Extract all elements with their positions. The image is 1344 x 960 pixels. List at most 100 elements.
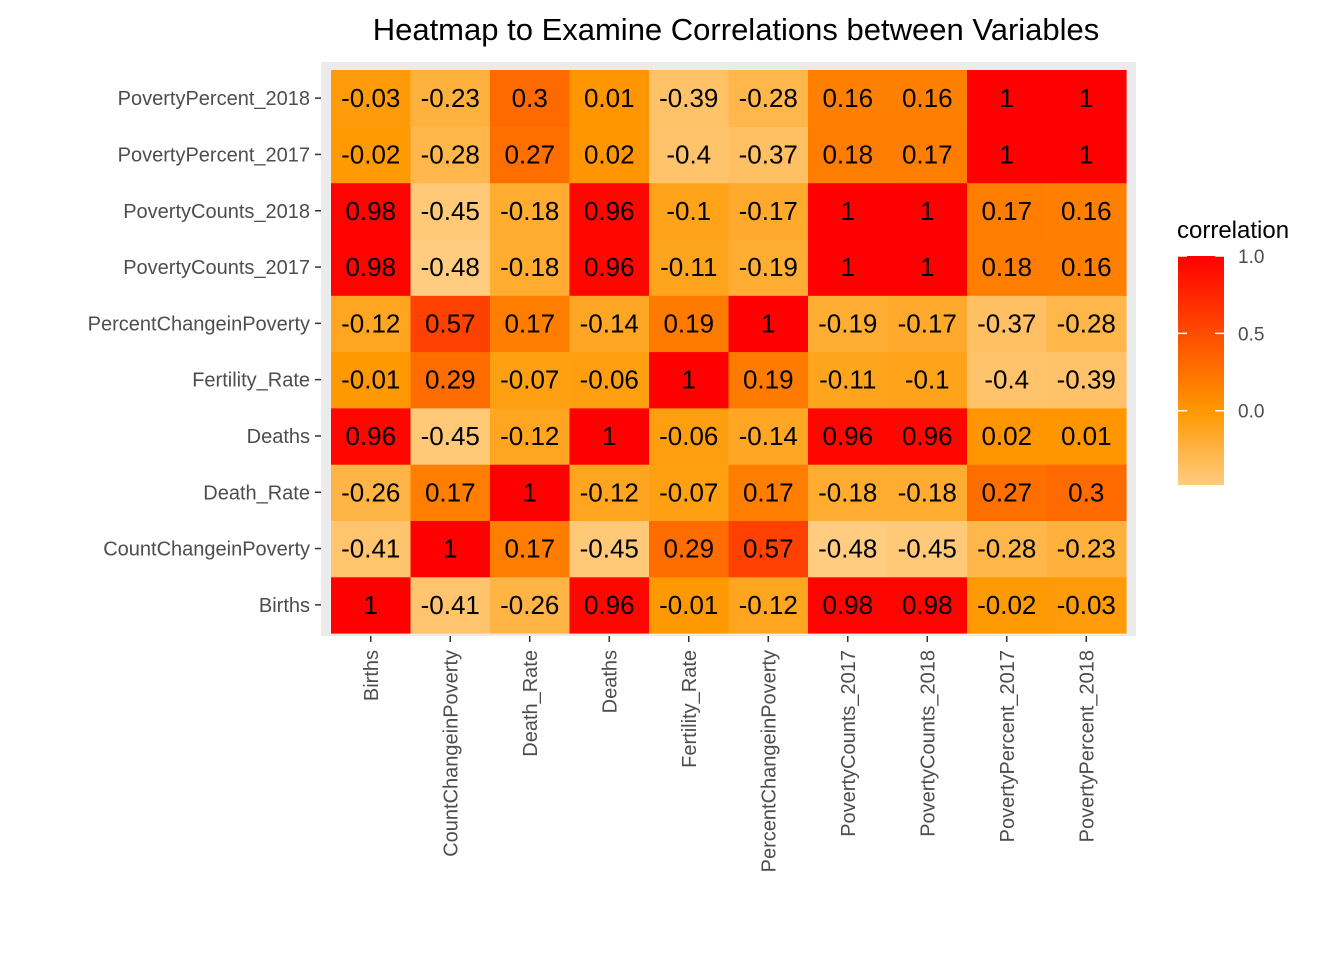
cell-value-label: 1 xyxy=(682,365,696,395)
heatmap-cell xyxy=(649,407,730,465)
cell-value-label: 0.02 xyxy=(584,139,635,169)
cell-value-label: 0.3 xyxy=(512,83,548,113)
cell-value-label: 0.57 xyxy=(425,308,476,338)
x-tick-label: Deaths xyxy=(599,650,621,713)
cell-value-label: -0.12 xyxy=(341,308,400,338)
cell-value-label: 0.29 xyxy=(663,534,714,564)
cell-value-label: 0.98 xyxy=(822,590,873,620)
heatmap-cell xyxy=(728,351,809,409)
cell-value-label: 0.17 xyxy=(902,139,953,169)
cell-value-label: 0.17 xyxy=(425,477,476,507)
cell-value-label: 0.16 xyxy=(1061,196,1112,226)
cell-value-label: 0.98 xyxy=(345,252,396,282)
heatmap-cell xyxy=(808,351,889,409)
heatmap-cell xyxy=(410,464,491,521)
cell-value-label: 0.19 xyxy=(663,308,714,338)
cell-value-label: 0.17 xyxy=(743,477,794,507)
cell-value-label: 1 xyxy=(1000,83,1014,113)
chart-title: Heatmap to Examine Correlations between … xyxy=(373,12,1100,47)
cell-value-label: 1 xyxy=(523,477,537,507)
heatmap-cell xyxy=(728,126,809,184)
heatmap-cell xyxy=(728,182,809,240)
y-tick-label: PovertyPercent_2017 xyxy=(118,144,310,166)
y-tick-label: Deaths xyxy=(247,426,310,448)
cell-value-label: 0.98 xyxy=(345,196,396,226)
cell-value-label: -0.11 xyxy=(819,365,876,395)
cell-value-labels: 1 -0.41 -0.26 0.96 -0.01 -0.12 0.98 0.98 -0.02 -0… xyxy=(341,83,1116,620)
heatmap-cell xyxy=(569,407,650,465)
heatmap-cell xyxy=(1046,295,1127,353)
heatmap-cell xyxy=(967,351,1048,409)
heatmap-cell xyxy=(331,464,412,521)
cell-value-label: -0.19 xyxy=(739,252,798,282)
cell-value-label: -0.28 xyxy=(739,83,798,113)
heatmap-cell xyxy=(490,520,571,578)
cell-value-label: 1 xyxy=(602,421,616,451)
heatmap-cell xyxy=(808,126,889,184)
cell-value-label: -0.17 xyxy=(898,308,957,338)
heatmap-cell xyxy=(410,576,491,634)
legend-tick-label: 0.0 xyxy=(1238,402,1264,423)
cell-value-label: 0.29 xyxy=(425,365,476,395)
x-tick-label: PovertyPercent_2018 xyxy=(1076,650,1098,842)
heatmap-cell xyxy=(649,295,730,353)
heatmap-cell xyxy=(649,464,730,521)
heatmap-cell xyxy=(410,182,491,240)
heatmap-cell xyxy=(490,182,571,240)
legend-colorbar xyxy=(1178,256,1224,485)
cell-value-label: 0.27 xyxy=(504,139,555,169)
x-axis: Births CountChangeinPoverty Death_Rate Deat… xyxy=(361,636,1098,872)
heatmap-cell xyxy=(490,464,571,521)
heatmap-cell xyxy=(728,407,809,465)
heatmap-cell xyxy=(887,70,968,127)
heatmap-cell xyxy=(967,295,1048,353)
heatmap-cell xyxy=(410,407,491,465)
cell-value-label: -0.1 xyxy=(666,196,711,226)
heatmap-cell xyxy=(808,238,889,296)
heatmap-cell xyxy=(569,238,650,296)
cell-value-label: 1 xyxy=(443,534,457,564)
cell-value-label: 0.98 xyxy=(902,590,953,620)
heatmap-cell xyxy=(808,70,889,127)
cell-value-label: 1 xyxy=(1079,83,1093,113)
x-tick-label: Births xyxy=(361,650,383,701)
cell-value-label: 1 xyxy=(761,308,775,338)
cell-value-label: 0.19 xyxy=(743,365,794,395)
cell-value-label: 0.17 xyxy=(504,308,555,338)
cell-value-label: 0.18 xyxy=(981,252,1032,282)
heatmap-cell xyxy=(490,126,571,184)
cell-value-label: -0.18 xyxy=(818,477,877,507)
y-tick-label: PovertyPercent_2018 xyxy=(118,88,310,110)
heatmap-cell xyxy=(331,407,412,465)
cell-value-label: 0.01 xyxy=(1061,421,1112,451)
cell-value-label: 0.16 xyxy=(822,83,873,113)
heatmap-cell xyxy=(569,351,650,409)
legend: correlation 1.0 0.5 0.0 xyxy=(1177,217,1289,485)
cell-value-label: -0.02 xyxy=(977,590,1036,620)
heatmap-cell xyxy=(887,182,968,240)
cell-value-label: -0.41 xyxy=(341,534,400,564)
legend-tick-label: 0.5 xyxy=(1238,324,1264,345)
cell-value-label: -0.03 xyxy=(341,83,400,113)
cell-value-label: -0.14 xyxy=(739,421,798,451)
heatmap-cell xyxy=(1046,182,1127,240)
cell-value-label: -0.06 xyxy=(659,421,718,451)
cell-value-label: -0.1 xyxy=(905,365,950,395)
heatmap-cell xyxy=(490,407,571,465)
y-tick-label: PovertyCounts_2017 xyxy=(123,257,310,279)
cell-value-label: -0.14 xyxy=(580,308,639,338)
cell-value-label: -0.06 xyxy=(580,365,639,395)
cell-value-label: 0.16 xyxy=(902,83,953,113)
heatmap-cell xyxy=(649,576,730,634)
heatmap-cell xyxy=(887,464,968,521)
legend-title: correlation xyxy=(1177,217,1289,244)
cell-value-label: 0.16 xyxy=(1061,252,1112,282)
heatmap-cell xyxy=(649,182,730,240)
heatmap-cell xyxy=(808,464,889,521)
heatmap-cell xyxy=(887,295,968,353)
y-tick-label: Death_Rate xyxy=(203,482,310,504)
cell-value-label: 0.02 xyxy=(981,421,1032,451)
heatmap-cell xyxy=(410,351,491,409)
heatmap-cell xyxy=(1046,238,1127,296)
